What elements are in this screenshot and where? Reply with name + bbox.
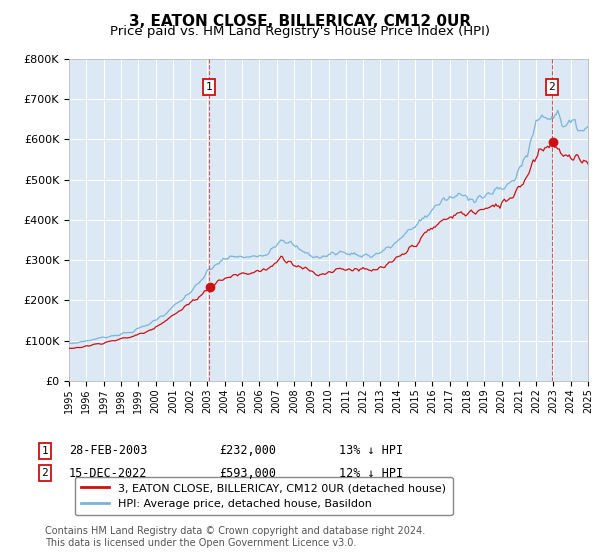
Text: 15-DEC-2022: 15-DEC-2022 (69, 466, 148, 480)
Text: 2: 2 (548, 82, 556, 92)
Text: 3, EATON CLOSE, BILLERICAY, CM12 0UR: 3, EATON CLOSE, BILLERICAY, CM12 0UR (129, 14, 471, 29)
Text: 28-FEB-2003: 28-FEB-2003 (69, 444, 148, 458)
Text: 1: 1 (41, 446, 49, 456)
Legend: 3, EATON CLOSE, BILLERICAY, CM12 0UR (detached house), HPI: Average price, detac: 3, EATON CLOSE, BILLERICAY, CM12 0UR (de… (74, 477, 452, 515)
Text: 13% ↓ HPI: 13% ↓ HPI (339, 444, 403, 458)
Text: 1: 1 (205, 82, 212, 92)
Text: 2: 2 (41, 468, 49, 478)
Text: Contains HM Land Registry data © Crown copyright and database right 2024.: Contains HM Land Registry data © Crown c… (45, 526, 425, 536)
Text: £232,000: £232,000 (219, 444, 276, 458)
Text: Price paid vs. HM Land Registry's House Price Index (HPI): Price paid vs. HM Land Registry's House … (110, 25, 490, 38)
Text: £593,000: £593,000 (219, 466, 276, 480)
Text: 12% ↓ HPI: 12% ↓ HPI (339, 466, 403, 480)
Text: This data is licensed under the Open Government Licence v3.0.: This data is licensed under the Open Gov… (45, 538, 356, 548)
